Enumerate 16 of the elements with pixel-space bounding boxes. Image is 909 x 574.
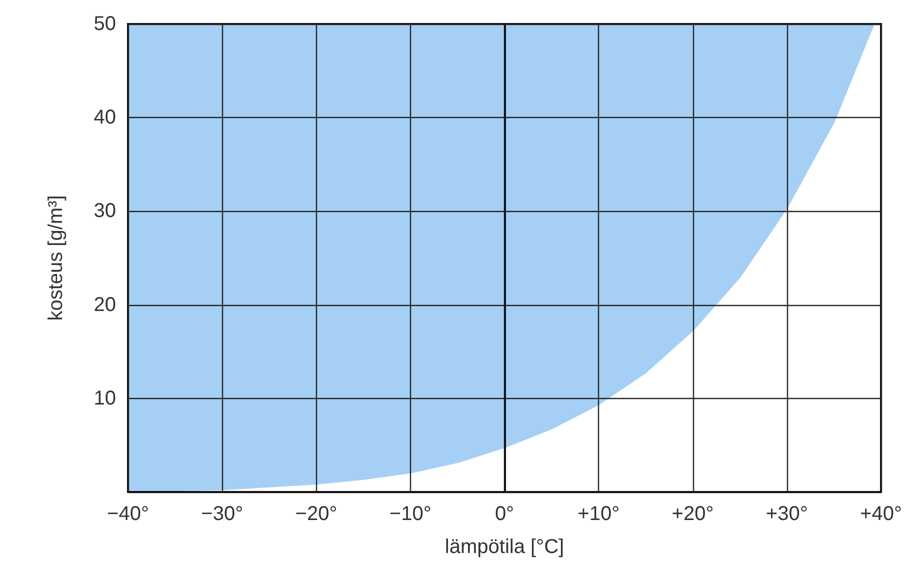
x-axis-title: lämpötila [°C] xyxy=(444,536,564,558)
y-tick-label: 30 xyxy=(94,200,116,222)
x-tick-label: −40° xyxy=(107,503,149,525)
x-tick-label: 0° xyxy=(494,503,514,525)
x-tick-label: +40° xyxy=(860,503,902,525)
x-tick-label: −30° xyxy=(201,503,244,525)
y-tick-label: 10 xyxy=(94,387,116,410)
x-tick-label: +20° xyxy=(672,503,714,525)
x-tick-label: −10° xyxy=(389,503,432,525)
x-tick-label: +10° xyxy=(578,503,620,525)
y-tick-label: 20 xyxy=(94,294,116,316)
x-tick-label: −20° xyxy=(295,503,338,525)
y-tick-label: 50 xyxy=(94,13,116,35)
y-axis-title: kosteus [g/m³] xyxy=(45,195,67,321)
y-tick-label: 40 xyxy=(94,106,116,129)
x-tick-label: +30° xyxy=(766,503,808,525)
